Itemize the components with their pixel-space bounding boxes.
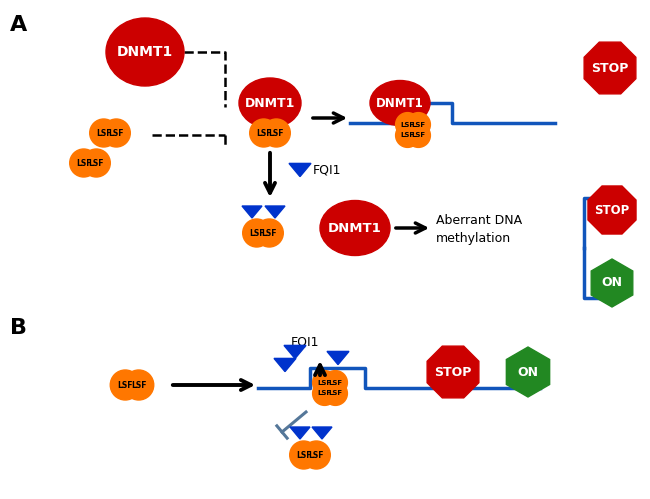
Text: FQI1: FQI1	[291, 335, 319, 348]
Circle shape	[406, 113, 430, 137]
Polygon shape	[584, 42, 636, 94]
Polygon shape	[427, 346, 479, 398]
Circle shape	[313, 381, 337, 405]
Circle shape	[313, 371, 337, 395]
Ellipse shape	[320, 201, 390, 255]
Text: FQI1: FQI1	[313, 164, 341, 177]
Polygon shape	[592, 259, 633, 307]
Text: ON: ON	[517, 365, 538, 379]
Text: DNMT1: DNMT1	[376, 96, 424, 109]
Text: LSF: LSF	[328, 390, 343, 396]
Circle shape	[83, 149, 110, 177]
Text: LSF: LSF	[400, 132, 415, 138]
Text: STOP: STOP	[434, 365, 472, 379]
Ellipse shape	[106, 18, 184, 86]
Text: LSF: LSF	[411, 132, 426, 138]
Text: ON: ON	[601, 276, 623, 289]
Circle shape	[290, 441, 318, 469]
Text: DNMT1: DNMT1	[328, 222, 382, 235]
Text: LSF: LSF	[256, 129, 272, 138]
Circle shape	[302, 441, 330, 469]
Polygon shape	[289, 163, 311, 177]
Text: LSF: LSF	[318, 390, 332, 396]
Text: B: B	[10, 318, 27, 338]
Text: DNMT1: DNMT1	[245, 96, 295, 109]
Polygon shape	[284, 345, 306, 359]
Polygon shape	[327, 351, 349, 365]
Polygon shape	[506, 347, 550, 397]
Text: LSF: LSF	[261, 229, 277, 238]
Text: LSF: LSF	[318, 380, 332, 386]
Text: LSF: LSF	[96, 129, 111, 138]
Circle shape	[255, 219, 283, 247]
Text: Aberrant DNA: Aberrant DNA	[436, 214, 522, 227]
Circle shape	[263, 119, 291, 147]
Text: LSF: LSF	[400, 122, 415, 128]
Circle shape	[324, 371, 347, 395]
Text: STOP: STOP	[594, 204, 630, 217]
Text: DNMT1: DNMT1	[117, 45, 173, 59]
Text: STOP: STOP	[592, 61, 629, 74]
Text: LSF: LSF	[411, 122, 426, 128]
Polygon shape	[265, 206, 285, 218]
Text: A: A	[10, 15, 27, 35]
Text: LSF: LSF	[296, 451, 311, 460]
Text: LSF: LSF	[309, 451, 324, 460]
Text: LSF: LSF	[131, 381, 146, 390]
Text: LSF: LSF	[249, 229, 265, 238]
Circle shape	[396, 113, 420, 137]
Polygon shape	[290, 427, 310, 439]
Circle shape	[250, 119, 278, 147]
Circle shape	[70, 149, 98, 177]
Text: LSF: LSF	[88, 159, 104, 168]
Polygon shape	[274, 358, 296, 372]
Text: methylation: methylation	[436, 232, 511, 245]
Text: LSF: LSF	[109, 129, 124, 138]
Circle shape	[324, 381, 347, 405]
Circle shape	[90, 119, 118, 147]
Polygon shape	[312, 427, 332, 439]
Circle shape	[406, 123, 430, 147]
Polygon shape	[242, 206, 262, 218]
Text: LSF: LSF	[328, 380, 343, 386]
Ellipse shape	[370, 80, 430, 126]
Circle shape	[124, 370, 154, 400]
Circle shape	[396, 123, 420, 147]
Circle shape	[111, 370, 140, 400]
Circle shape	[242, 219, 270, 247]
Polygon shape	[588, 186, 636, 234]
Text: LSF: LSF	[118, 381, 133, 390]
Text: LSF: LSF	[76, 159, 92, 168]
Text: LSF: LSF	[268, 129, 284, 138]
Circle shape	[102, 119, 130, 147]
Ellipse shape	[239, 78, 301, 128]
